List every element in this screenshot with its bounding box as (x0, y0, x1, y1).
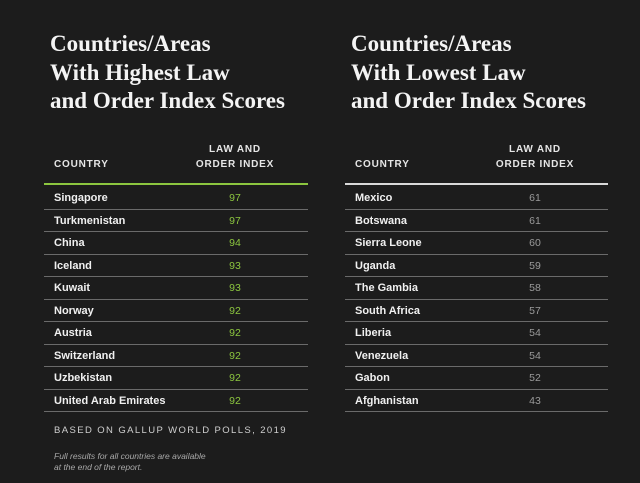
table-row: Venezuela 54 (345, 345, 608, 367)
score-header-line-1: LAW AND (509, 144, 561, 155)
highest-title-line-2: With Highest Law (50, 59, 230, 85)
lowest-title-line-1: Countries/Areas (351, 31, 512, 56)
table-row: Liberia 54 (345, 322, 608, 345)
country-name: China (54, 237, 85, 249)
table-row: South Africa 57 (345, 300, 608, 322)
law-order-score: 92 (229, 394, 241, 407)
law-order-score: 93 (229, 259, 241, 272)
law-order-score: 59 (529, 259, 541, 272)
table-row: China 94 (44, 232, 308, 255)
table-row: Mexico 61 (345, 187, 608, 210)
table-row: Gabon 52 (345, 367, 608, 390)
table-row: Uzbekistan 92 (44, 367, 308, 390)
law-order-score: 97 (229, 192, 241, 204)
country-name: South Africa (355, 304, 420, 317)
score-header-line-2: ORDER INDEX (195, 158, 275, 170)
table-row: Norway 92 (44, 300, 308, 322)
country-name: Kuwait (54, 282, 91, 294)
table-row: Iceland 93 (44, 255, 308, 277)
country-name: Uganda (355, 259, 396, 272)
score-header-line-1: LAW AND (209, 144, 261, 155)
table-row: Kuwait 93 (44, 277, 308, 300)
table-row: Turkmenistan 97 (44, 210, 308, 232)
lowest-title-line-2: With Lowest Law (351, 59, 526, 85)
country-column-header: COUNTRY (355, 159, 410, 170)
table-row: Uganda 59 (345, 255, 608, 277)
country-name: Iceland (54, 259, 92, 272)
law-order-score: 43 (529, 394, 541, 407)
score-column-header: LAW AND ORDER INDEX (490, 143, 580, 172)
law-order-score: 97 (229, 214, 241, 227)
table-row: Botswana 61 (345, 210, 608, 232)
table-row: The Gambia 58 (345, 277, 608, 300)
source-note: BASED ON GALLUP WORLD POLLS, 2019 (54, 425, 287, 436)
lowest-header-rule (345, 183, 608, 185)
law-order-score: 92 (229, 327, 241, 339)
country-name: United Arab Emirates (54, 394, 166, 407)
table-row: Sierra Leone 60 (345, 232, 608, 255)
country-name: Austria (54, 327, 92, 339)
highest-title-line-1: Countries/Areas (50, 31, 211, 56)
footnote-line-1: Full results for all countries are avail… (54, 451, 206, 461)
score-header-line-2: ORDER INDEX (495, 158, 575, 170)
highest-table-rows: Singapore 97 Turkmenistan 97 China 94 Iceland 9… (44, 187, 308, 412)
law-order-score: 94 (229, 237, 241, 249)
table-row: Singapore 97 (44, 187, 308, 210)
highest-title-line-3: and Order Index Scores (50, 88, 285, 113)
law-order-score: 58 (529, 282, 541, 294)
table-row: Afghanistan 43 (345, 390, 608, 412)
law-order-score: 60 (529, 237, 541, 249)
lowest-title-line-3: and Order Index Scores (351, 88, 586, 113)
country-column-header: COUNTRY (54, 159, 109, 170)
report-footnote: Full results for all countries are avail… (54, 451, 254, 473)
law-order-score: 92 (229, 372, 241, 384)
country-name: Norway (54, 304, 94, 317)
footnote-line-2: at the end of the report. (54, 462, 143, 472)
law-order-score: 52 (529, 372, 541, 384)
country-name: Uzbekistan (54, 372, 113, 384)
law-order-score: 92 (229, 349, 241, 362)
highest-header-rule (44, 183, 308, 185)
law-order-score: 93 (229, 282, 241, 294)
score-column-header: LAW AND ORDER INDEX (190, 143, 280, 172)
table-row: United Arab Emirates 92 (44, 390, 308, 412)
table-row: Switzerland 92 (44, 345, 308, 367)
country-name: Switzerland (54, 349, 116, 362)
country-name: Liberia (355, 327, 392, 339)
country-name: The Gambia (355, 282, 418, 294)
law-order-score: 61 (529, 214, 541, 227)
country-name: Singapore (54, 192, 108, 204)
country-name: Afghanistan (355, 394, 419, 407)
country-name: Mexico (355, 192, 393, 204)
lowest-table-rows: Mexico 61 Botswana 61 Sierra Leone 60 Uganda 59… (345, 187, 608, 412)
country-name: Turkmenistan (54, 214, 126, 227)
law-order-score: 61 (529, 192, 541, 204)
country-name: Sierra Leone (355, 237, 422, 249)
highest-table-title: Countries/Areas With Highest Law and Ord… (50, 30, 350, 116)
law-order-score: 54 (529, 327, 541, 339)
highest-table-header: COUNTRY LAW AND ORDER INDEX (44, 143, 308, 183)
law-order-score: 54 (529, 349, 541, 362)
law-order-score: 57 (529, 304, 541, 317)
country-name: Venezuela (355, 349, 409, 362)
country-name: Botswana (355, 214, 407, 227)
country-name: Gabon (355, 372, 390, 384)
law-order-score: 92 (229, 304, 241, 317)
table-row: Austria 92 (44, 322, 308, 345)
lowest-table-header: COUNTRY LAW AND ORDER INDEX (345, 143, 608, 183)
lowest-table-title: Countries/Areas With Lowest Law and Orde… (351, 30, 640, 116)
